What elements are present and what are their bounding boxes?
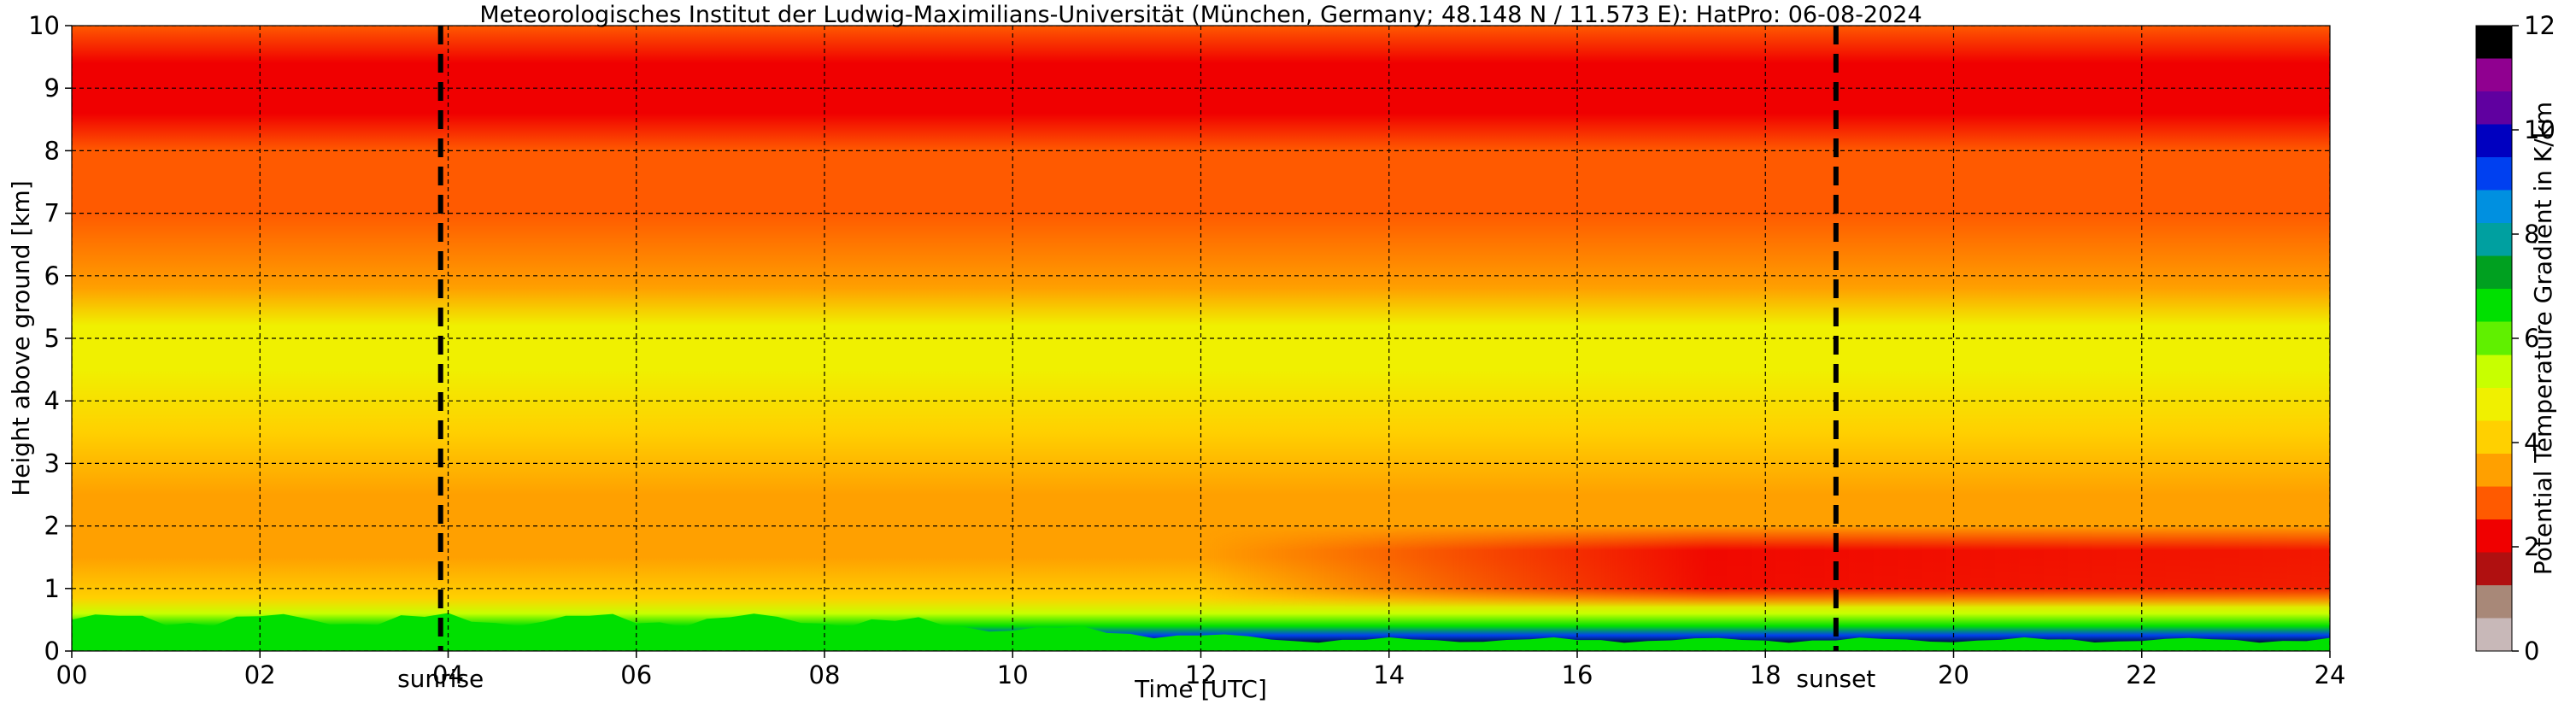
y-tick-label: 2 xyxy=(44,512,60,541)
colorbar-tick-label: 12 xyxy=(2524,11,2555,40)
y-axis-label: Height above ground [km] xyxy=(7,180,35,496)
x-tick-label: 18 xyxy=(1750,660,1781,689)
x-tick-label: 00 xyxy=(56,660,88,689)
plot-area xyxy=(72,26,2330,651)
colorbar-ticks: 0 2 4 6 8 10 12 xyxy=(2512,11,2555,666)
x-tick-label: 24 xyxy=(2315,660,2346,689)
y-tick-label: 6 xyxy=(44,261,60,290)
y-tick-label: 0 xyxy=(44,637,60,666)
annotation-label: sunrise xyxy=(397,665,484,693)
event-lines xyxy=(437,26,1839,651)
colorbar-tick-label: 2 xyxy=(2524,532,2539,561)
x-tick-label: 06 xyxy=(620,660,652,689)
colorbar-scale xyxy=(2475,25,2513,652)
y-tick-label: 5 xyxy=(44,324,60,353)
y-tick-label: 1 xyxy=(44,574,60,603)
x-tick-label: 02 xyxy=(244,660,276,689)
y-tick-label: 7 xyxy=(44,199,60,228)
x-tick-label: 22 xyxy=(2126,660,2157,689)
x-tick-label: 08 xyxy=(809,660,841,689)
colorbar-tick-label: 4 xyxy=(2524,428,2539,457)
colorbar-label: Potential Temperature Gradient in K/km xyxy=(2529,102,2557,575)
x-tick-label: 10 xyxy=(997,660,1029,689)
colorbar-tick-label: 6 xyxy=(2524,324,2539,353)
y-tick-label: 3 xyxy=(44,449,60,478)
x-tick-label: 16 xyxy=(1562,660,1593,689)
annotations: sunrise sunset xyxy=(397,665,1875,693)
colorbar-tick-label: 0 xyxy=(2524,637,2539,666)
x-tick-label: 14 xyxy=(1373,660,1405,689)
y-ticks: 0 1 2 3 4 5 6 7 8 9 10 xyxy=(28,11,72,666)
colorbar: 0 2 4 6 8 10 12 Potential Temperature Gradient… xyxy=(2475,11,2557,666)
y-tick-label: 10 xyxy=(28,11,60,40)
annotation-label: sunset xyxy=(1796,665,1875,693)
y-tick-label: 4 xyxy=(44,386,60,415)
x-axis-label: Time [UTC] xyxy=(1134,675,1267,703)
y-tick-label: 8 xyxy=(44,136,60,165)
chart-title: Meteorologisches Institut der Ludwig-Max… xyxy=(479,2,1922,28)
y-tick-label: 9 xyxy=(44,73,60,103)
grid-lines xyxy=(72,26,2330,651)
x-tick-label: 04 xyxy=(432,660,464,689)
colorbar-tick-label: 8 xyxy=(2524,220,2539,249)
x-tick-label: 20 xyxy=(1938,660,1969,689)
x-ticks: 00 02 04 06 08 10 12 14 16 18 20 22 24 xyxy=(56,651,2346,689)
x-tick-label: 12 xyxy=(1185,660,1217,689)
colorbar-tick-label: 10 xyxy=(2524,115,2555,144)
